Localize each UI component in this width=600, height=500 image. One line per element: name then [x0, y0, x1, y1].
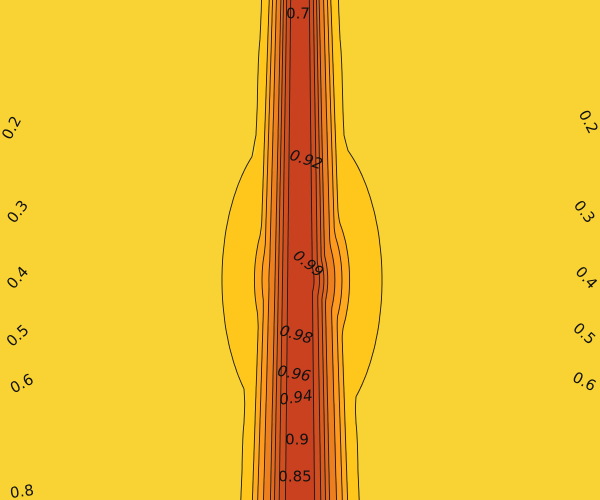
contour-label: 0.8 [9, 481, 35, 500]
contour-line [263, 0, 337, 500]
contour-line [257, 0, 343, 500]
contour-label: 0.9 [285, 431, 309, 449]
contour-label: 0.7 [286, 5, 310, 23]
contour-label: 0.94 [278, 386, 314, 408]
contour-line [221, 0, 383, 500]
contour-label: 0.96 [276, 362, 312, 386]
contour-line [278, 0, 322, 500]
contour-label: 0.85 [278, 468, 311, 486]
contour-lines [221, 0, 383, 500]
contour-line [274, 0, 326, 500]
contour-line [251, 0, 351, 500]
contour-line [284, 0, 316, 500]
contour-line [269, 0, 331, 500]
